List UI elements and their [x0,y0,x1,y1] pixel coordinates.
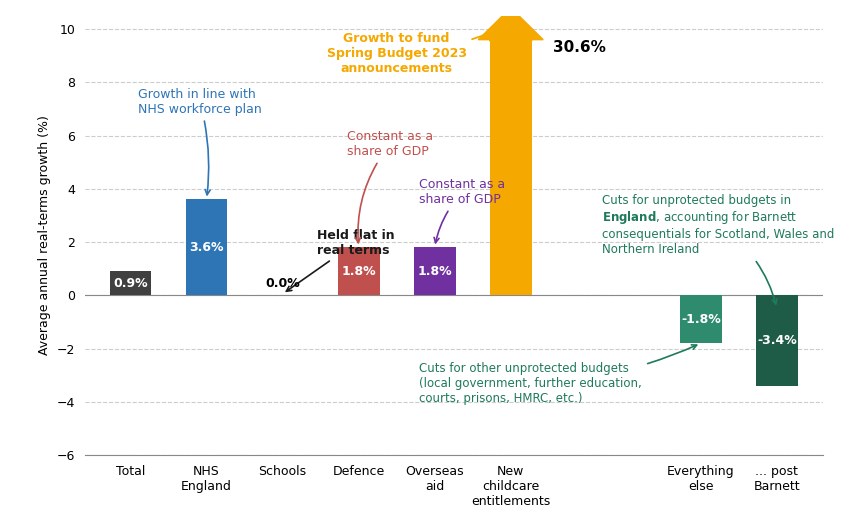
FancyArrow shape [478,8,543,41]
Text: 1.8%: 1.8% [417,265,452,278]
Text: 30.6%: 30.6% [553,40,605,55]
Text: Growth to fund
Spring Budget 2023
announcements: Growth to fund Spring Budget 2023 announ… [326,26,506,75]
Y-axis label: Average annual real-terms growth (%): Average annual real-terms growth (%) [38,116,51,355]
Bar [490,40,532,295]
Text: Cuts for other unprotected budgets
(local government, further education,
courts,: Cuts for other unprotected budgets (loca… [420,345,697,405]
Bar [680,295,722,343]
Text: Cuts for unprotected budgets in
$\mathbf{England}$, accounting for Barnett
conse: Cuts for unprotected budgets in $\mathbf… [602,194,834,304]
Text: Constant as a
share of GDP: Constant as a share of GDP [347,130,433,243]
Text: 1.8%: 1.8% [341,265,376,278]
Text: -1.8%: -1.8% [681,313,721,326]
Text: 0.0%: 0.0% [265,277,300,290]
Text: -3.4%: -3.4% [757,334,797,347]
Text: 3.6%: 3.6% [189,241,224,254]
Text: Constant as a
share of GDP: Constant as a share of GDP [420,178,505,243]
Text: Held flat in
real terms: Held flat in real terms [287,229,394,291]
Bar [338,247,380,295]
Bar [414,247,455,295]
Bar [186,199,227,295]
Text: Growth in line with
NHS workforce plan: Growth in line with NHS workforce plan [138,87,262,195]
Text: 0.9%: 0.9% [113,277,148,290]
Bar [756,295,798,386]
Bar [109,271,151,295]
